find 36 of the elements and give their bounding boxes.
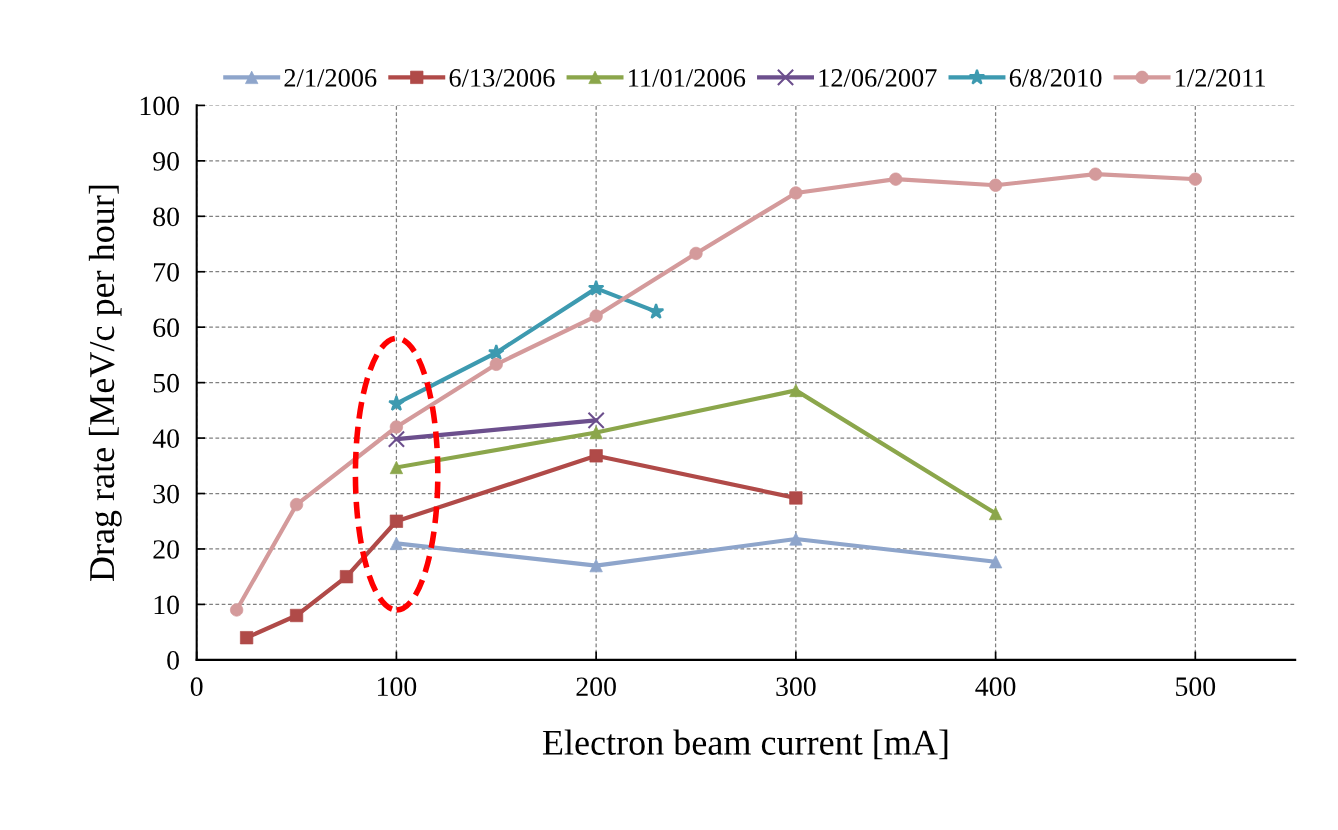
y-tick-label: 90 — [153, 152, 179, 171]
y-tick-label: 100 — [140, 96, 179, 116]
point — [587, 411, 605, 430]
x-tick-label: 500 — [1176, 677, 1216, 697]
point — [387, 430, 406, 448]
point — [389, 514, 404, 528]
legend-label: 2/1/2006 — [284, 69, 377, 87]
point — [789, 383, 803, 397]
point — [647, 302, 665, 319]
legend-label: 1/2/2011 — [1176, 69, 1265, 87]
y-tick-label: 60 — [153, 318, 179, 338]
y-tick-label: 70 — [154, 262, 179, 282]
point — [587, 279, 605, 296]
x-tick-label: 100 — [378, 677, 417, 697]
y-tick-label: 80 — [153, 207, 179, 227]
y-axis-title: Drag rate [MeV/c per hour] — [88, 185, 122, 582]
y-tick-label: 40 — [152, 429, 179, 448]
point — [389, 536, 404, 551]
point — [388, 395, 405, 411]
y-tick-label: 0 — [167, 651, 179, 670]
point — [240, 631, 254, 645]
y-tick-label: 10 — [154, 595, 179, 615]
x-tick-label: 400 — [975, 677, 1016, 697]
legend-label: 6/8/2010 — [1009, 69, 1102, 87]
x-tick-label: 200 — [576, 677, 616, 697]
y-tick-label: 20 — [153, 540, 179, 559]
y-tick-label: 30 — [153, 484, 179, 504]
legend-label: 12/06/2007 — [819, 69, 937, 87]
x-tick-label: 300 — [776, 677, 816, 697]
point — [487, 344, 505, 360]
x-axis-title: Electron beam current [mA] — [542, 729, 948, 760]
x-tick-label: 0 — [190, 677, 203, 697]
y-tick-label: 50 — [153, 373, 179, 393]
legend-label: 6/13/2006 — [449, 69, 555, 87]
point — [289, 608, 304, 623]
legend-label: 11/01/2006 — [629, 69, 746, 87]
